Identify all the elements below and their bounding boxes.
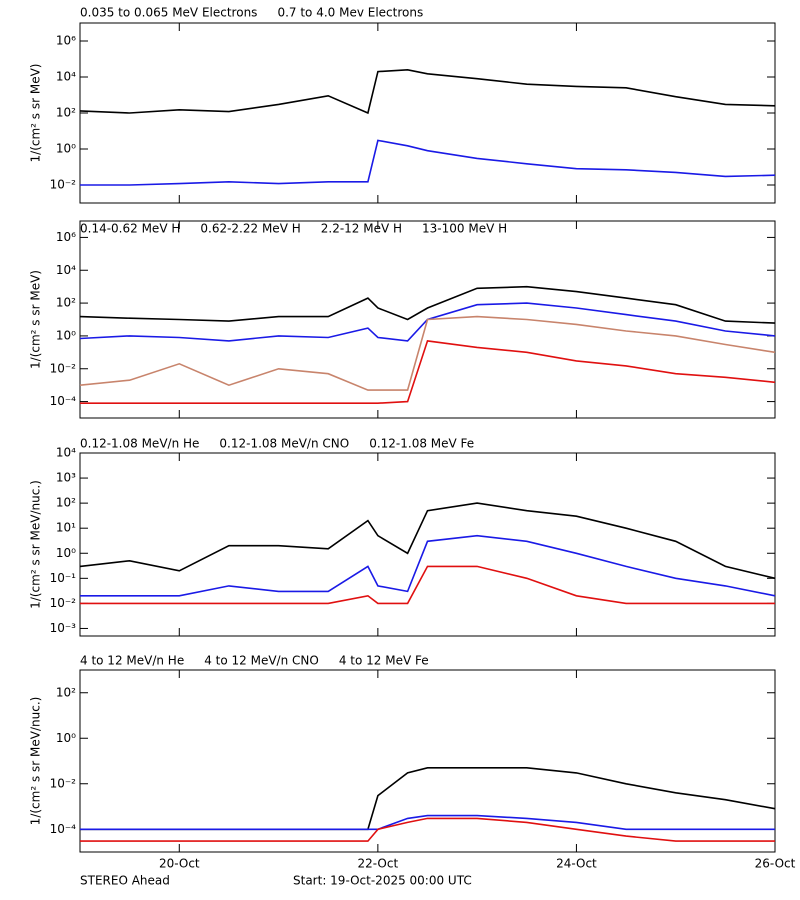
y-tick-label: 10⁻⁴ xyxy=(50,822,77,836)
series-line xyxy=(80,139,776,186)
legend-entry: 0.12-1.08 MeV/n He xyxy=(80,437,199,451)
y-tick-label: 10⁰ xyxy=(56,328,76,342)
y-tick-label: 10⁴ xyxy=(56,70,76,84)
legend-entry: 0.12-1.08 MeV/n CNO xyxy=(219,437,349,451)
series-line xyxy=(80,534,776,597)
legend-entry: 0.14-0.62 MeV H xyxy=(80,222,180,236)
series-line xyxy=(80,814,775,831)
y-tick-label: 10⁻¹ xyxy=(50,571,77,585)
y-axis-title: 1/(cm² s sr MeV) xyxy=(29,270,43,369)
y-tick-label: 10⁶ xyxy=(56,34,76,48)
plot-frame xyxy=(79,669,776,853)
y-tick-label: 10¹ xyxy=(56,521,76,535)
y-tick-label: 10⁰ xyxy=(56,142,76,156)
plot-frame xyxy=(79,220,776,419)
series-line xyxy=(80,340,776,404)
x-tick-label: 22-Oct xyxy=(358,857,399,871)
y-axis-title: 1/(cm² s sr MeV/nuc.) xyxy=(29,697,43,826)
series-line xyxy=(80,817,775,842)
legend-entry: 4 to 12 MeV/n CNO xyxy=(204,654,319,668)
y-tick-label: 10⁻² xyxy=(50,596,77,610)
series-line xyxy=(80,565,775,605)
legend-entry: 2.2-12 MeV H xyxy=(321,222,402,236)
footer-center: Start: 19-Oct-2025 00:00 UTC xyxy=(293,874,472,888)
legend-entry: 0.035 to 0.065 MeV Electrons xyxy=(80,6,257,20)
series-line xyxy=(80,767,776,831)
y-tick-label: 10² xyxy=(56,496,76,510)
y-tick-label: 10² xyxy=(56,296,76,310)
legend-entry: 4 to 12 MeV Fe xyxy=(339,654,429,668)
legend-entry: 0.12-1.08 MeV Fe xyxy=(369,437,474,451)
y-tick-label: 10⁻² xyxy=(50,776,77,790)
y-tick-label: 10⁴ xyxy=(56,263,76,277)
footer-left: STEREO Ahead xyxy=(80,874,170,888)
y-tick-label: 10⁻² xyxy=(50,361,77,375)
series-line xyxy=(79,302,776,342)
series-line xyxy=(79,502,776,580)
legend-entry: 13-100 MeV H xyxy=(422,222,507,236)
series-line xyxy=(79,68,776,115)
y-tick-label: 10⁻² xyxy=(50,178,77,192)
series-line xyxy=(79,285,776,324)
legend-entry: 0.62-2.22 MeV H xyxy=(200,222,300,236)
series-line xyxy=(79,315,776,391)
y-axis-title: 1/(cm² s sr MeV/nuc.) xyxy=(29,480,43,609)
x-tick-label: 26-Oct xyxy=(755,857,796,871)
legend-entry: 0.7 to 4.0 Mev Electrons xyxy=(277,6,423,20)
y-tick-label: 10⁶ xyxy=(56,230,76,244)
y-axis-title: 1/(cm² s sr MeV) xyxy=(29,64,43,163)
y-tick-label: 10⁰ xyxy=(56,546,76,560)
y-tick-label: 10⁴ xyxy=(56,446,76,460)
y-tick-label: 10² xyxy=(56,685,76,699)
y-tick-label: 10⁻³ xyxy=(50,621,77,635)
x-tick-label: 24-Oct xyxy=(556,857,597,871)
y-tick-label: 10⁻⁴ xyxy=(50,394,77,408)
y-tick-label: 10² xyxy=(56,106,76,120)
plot-frame xyxy=(79,452,776,637)
plot-frame xyxy=(79,22,776,204)
legend-entry: 4 to 12 MeV/n He xyxy=(80,654,184,668)
x-tick-label: 20-Oct xyxy=(159,857,200,871)
y-tick-label: 10⁰ xyxy=(56,731,76,745)
y-tick-label: 10³ xyxy=(56,471,76,485)
